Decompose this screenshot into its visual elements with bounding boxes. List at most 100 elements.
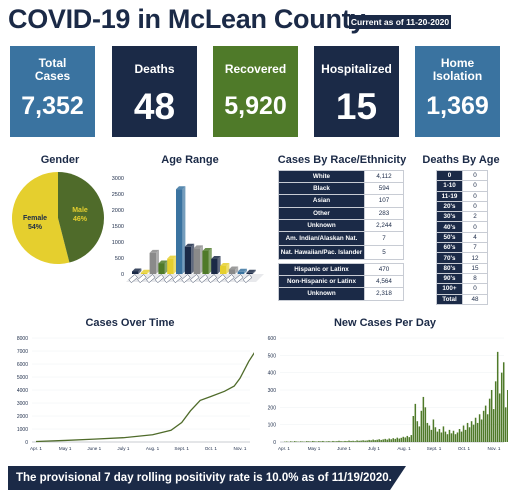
age-bar <box>140 272 148 274</box>
nc-bar <box>422 396 425 442</box>
nc-bar <box>340 441 342 442</box>
nc-bar <box>456 432 459 442</box>
nc-bar <box>330 441 332 442</box>
race-label: Nat. Hawaiian/Pac. Islander <box>278 244 365 260</box>
race-label: White <box>278 169 365 184</box>
nc-bar <box>408 437 411 442</box>
age-y-tick: 0 <box>121 272 124 278</box>
cot-line <box>35 352 254 443</box>
cot-y-tick: 3000 <box>17 401 28 407</box>
nc-bar <box>454 434 457 442</box>
age-group-label: 40's <box>436 221 463 233</box>
race-row: Other 283 <box>278 206 404 220</box>
race-value: 4,112 <box>364 169 404 184</box>
age-range-title: Age Range <box>161 154 219 166</box>
age-bar <box>158 263 165 274</box>
nc-bar <box>480 419 483 442</box>
nc-bar <box>376 439 378 442</box>
nc-bar <box>440 432 443 442</box>
age-y-tick: 2000 <box>112 208 124 214</box>
age-group-deaths: 0 <box>462 283 488 295</box>
age-bar-top <box>228 266 239 270</box>
cot-x-tick: May 1 <box>59 446 72 451</box>
card-value: 15 <box>335 86 378 127</box>
nc-bar <box>468 427 471 442</box>
age-bar-top <box>237 268 247 272</box>
nc-bar <box>334 441 336 442</box>
age-group-deaths: 0 <box>462 200 488 213</box>
nc-bar <box>390 439 392 442</box>
age-bar <box>228 269 236 274</box>
nc-bar <box>498 393 501 442</box>
age-group-deaths: 0 <box>462 221 488 233</box>
cot-x-tick: July 1 <box>117 446 129 451</box>
nc-bar <box>404 437 407 442</box>
cot-y-tick: 7000 <box>17 349 28 355</box>
nc-bar <box>394 438 396 442</box>
card-label: Deaths <box>134 62 175 76</box>
deaths-by-age-row: Total 48 <box>436 293 488 305</box>
age-y-tick: 3000 <box>112 176 124 182</box>
nc-bar <box>426 422 429 442</box>
deaths-by-age-row: 1-10 0 <box>436 180 488 192</box>
age-bar <box>132 271 139 274</box>
deaths-by-age-row: 30's 2 <box>436 211 488 223</box>
race-value: 594 <box>364 182 404 196</box>
age-group-label: 0 <box>436 169 463 182</box>
nc-bar <box>474 417 477 442</box>
race-value: 470 <box>364 262 404 277</box>
deaths-by-age-row: 20's 0 <box>436 200 488 213</box>
nc-y-tick: 600 <box>268 336 277 342</box>
race-label: Unknown <box>278 287 365 301</box>
age-group-label: 30's <box>436 211 463 223</box>
nc-bar <box>310 441 312 442</box>
nc-bar <box>482 410 485 442</box>
deaths-by-age-row: 100+ 0 <box>436 283 488 295</box>
race-label: Am. Indian/Alaskan Nat. <box>278 230 365 246</box>
as-of-badge: Current as of 11-20-2020 <box>349 15 451 29</box>
age-group-label: 80's <box>436 262 463 274</box>
age-bar-side <box>200 245 203 274</box>
age-y-tick: 1000 <box>112 240 124 246</box>
race-row: Unknown 2,244 <box>278 218 404 232</box>
nc-bar <box>286 441 288 442</box>
nc-x-tick: Apr. 1 <box>278 446 290 451</box>
nc-bar <box>410 435 413 442</box>
race-value: 107 <box>364 194 404 208</box>
cot-y-tick: 5000 <box>17 375 28 381</box>
new-cases-chart: 600 500 400 300 200 100 0 Apr. 1 May 1 June 1 Jul… <box>268 336 508 451</box>
nc-bar <box>400 437 403 442</box>
nc-x-tick: June 1 <box>337 446 351 451</box>
nc-bar <box>318 441 320 442</box>
age-bar <box>167 258 174 274</box>
nc-bar <box>352 440 354 442</box>
nc-bar <box>406 435 409 442</box>
age-bar-top <box>193 245 203 249</box>
age-group-deaths: 0 <box>462 190 488 202</box>
deaths-by-age-row: 11-19 0 <box>436 190 488 202</box>
nc-x-tick: May 1 <box>308 446 321 451</box>
cot-x-tick: Nov. 1 <box>234 446 247 451</box>
cot-y-tick: 1000 <box>17 427 28 433</box>
age-x-label-box <box>190 274 200 283</box>
age-bar-side <box>173 255 177 274</box>
nc-bar <box>384 438 386 442</box>
nc-bar <box>466 422 469 442</box>
nc-bar <box>478 414 481 442</box>
nc-bar <box>358 440 360 442</box>
cases-over-time-title: Cases Over Time <box>85 317 175 329</box>
age-bar <box>149 252 156 274</box>
nc-y-tick: 500 <box>268 353 277 359</box>
race-label: Non-Hispanic or Latinx <box>278 275 365 289</box>
nc-y-tick: 0 <box>273 440 276 446</box>
deaths-by-age-row: 70's 12 <box>436 252 488 264</box>
card-label: Hospitalized <box>321 62 392 76</box>
deaths-by-age-row: 90's 8 <box>436 272 488 285</box>
age-y-tick: 2500 <box>112 192 124 198</box>
pie-label-male: Male <box>72 207 88 214</box>
nc-bar <box>296 441 298 442</box>
age-x-label-box <box>137 274 147 283</box>
age-x-label-box <box>234 274 244 283</box>
nc-bar <box>424 407 427 442</box>
